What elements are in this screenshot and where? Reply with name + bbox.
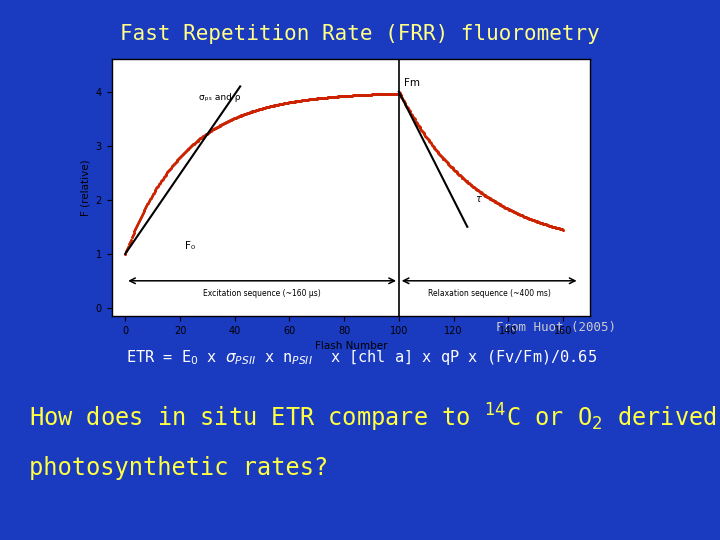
X-axis label: Flash Number: Flash Number (315, 341, 387, 351)
Text: σₚₛ⁠⁠ and ρ: σₚₛ⁠⁠ and ρ (199, 93, 240, 102)
Text: F₀: F₀ (186, 241, 196, 252)
Text: Excitation sequence (~160 μs): Excitation sequence (~160 μs) (203, 289, 321, 298)
Text: Fm: Fm (405, 78, 420, 89)
Y-axis label: F (relative): F (relative) (80, 159, 90, 216)
Text: From Huot (2005): From Huot (2005) (495, 321, 616, 334)
Text: How does in situ ETR compare to $^{14}$C or O$_2$ derived: How does in situ ETR compare to $^{14}$C… (29, 402, 716, 435)
Text: photosynthetic rates?: photosynthetic rates? (29, 456, 328, 480)
Text: Fast Repetition Rate (FRR) fluorometry: Fast Repetition Rate (FRR) fluorometry (120, 24, 600, 44)
Text: ETR = E$_0$ x $\sigma_{PSII}$ x n$_{PSII}$  x [chl a] x qP x (Fv/Fm)/0.65: ETR = E$_0$ x $\sigma_{PSII}$ x n$_{PSII… (126, 348, 597, 367)
Text: Relaxation sequence (~400 ms): Relaxation sequence (~400 ms) (428, 289, 551, 298)
Text: τ: τ (475, 194, 482, 205)
